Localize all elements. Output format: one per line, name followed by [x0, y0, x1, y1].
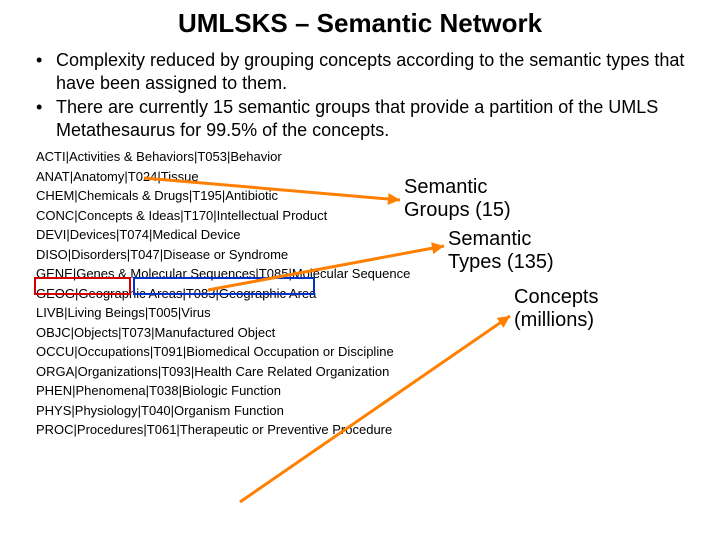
bullet-dot-icon: • — [36, 49, 56, 72]
list-item: LIVB|Living Beings|T005|Virus — [36, 303, 720, 323]
list-item: GEOG|Geographic Areas|T083|Geographic Ar… — [36, 284, 720, 304]
bullet-text: Complexity reduced by grouping concepts … — [56, 49, 700, 94]
semantic-list: ACTI|Activities & Behaviors|T053|Behavio… — [0, 147, 720, 440]
label-semantic-types: SemanticTypes (135) — [448, 228, 554, 274]
list-item: PHYS|Physiology|T040|Organism Function — [36, 401, 720, 421]
list-item: OBJC|Objects|T073|Manufactured Object — [36, 323, 720, 343]
list-item: CHEM|Chemicals & Drugs|T195|Antibiotic — [36, 186, 720, 206]
list-item: ANAT|Anatomy|T024|Tissue — [36, 167, 720, 187]
list-item: OCCU|Occupations|T091|Biomedical Occupat… — [36, 342, 720, 362]
label-concepts: Concepts(millions) — [514, 286, 599, 332]
list-item: ORGA|Organizations|T093|Health Care Rela… — [36, 362, 720, 382]
list-item: CONC|Concepts & Ideas|T170|Intellectual … — [36, 206, 720, 226]
list-item: ACTI|Activities & Behaviors|T053|Behavio… — [36, 147, 720, 167]
list-item: DEVI|Devices|T074|Medical Device — [36, 225, 720, 245]
list-item: GENE|Genes & Molecular Sequences|T085|Mo… — [36, 264, 720, 284]
list-item: DISO|Disorders|T047|Disease or Syndrome — [36, 245, 720, 265]
bullet-item: • Complexity reduced by grouping concept… — [36, 49, 700, 94]
page-title: UMLSKS – Semantic Network — [0, 0, 720, 39]
list-item: PHEN|Phenomena|T038|Biologic Function — [36, 381, 720, 401]
bullet-item: • There are currently 15 semantic groups… — [36, 96, 700, 141]
bullet-text: There are currently 15 semantic groups t… — [56, 96, 700, 141]
bullet-list: • Complexity reduced by grouping concept… — [0, 39, 720, 147]
list-item: PROC|Procedures|T061|Therapeutic or Prev… — [36, 420, 720, 440]
label-semantic-groups: SemanticGroups (15) — [404, 176, 511, 222]
bullet-dot-icon: • — [36, 96, 56, 119]
